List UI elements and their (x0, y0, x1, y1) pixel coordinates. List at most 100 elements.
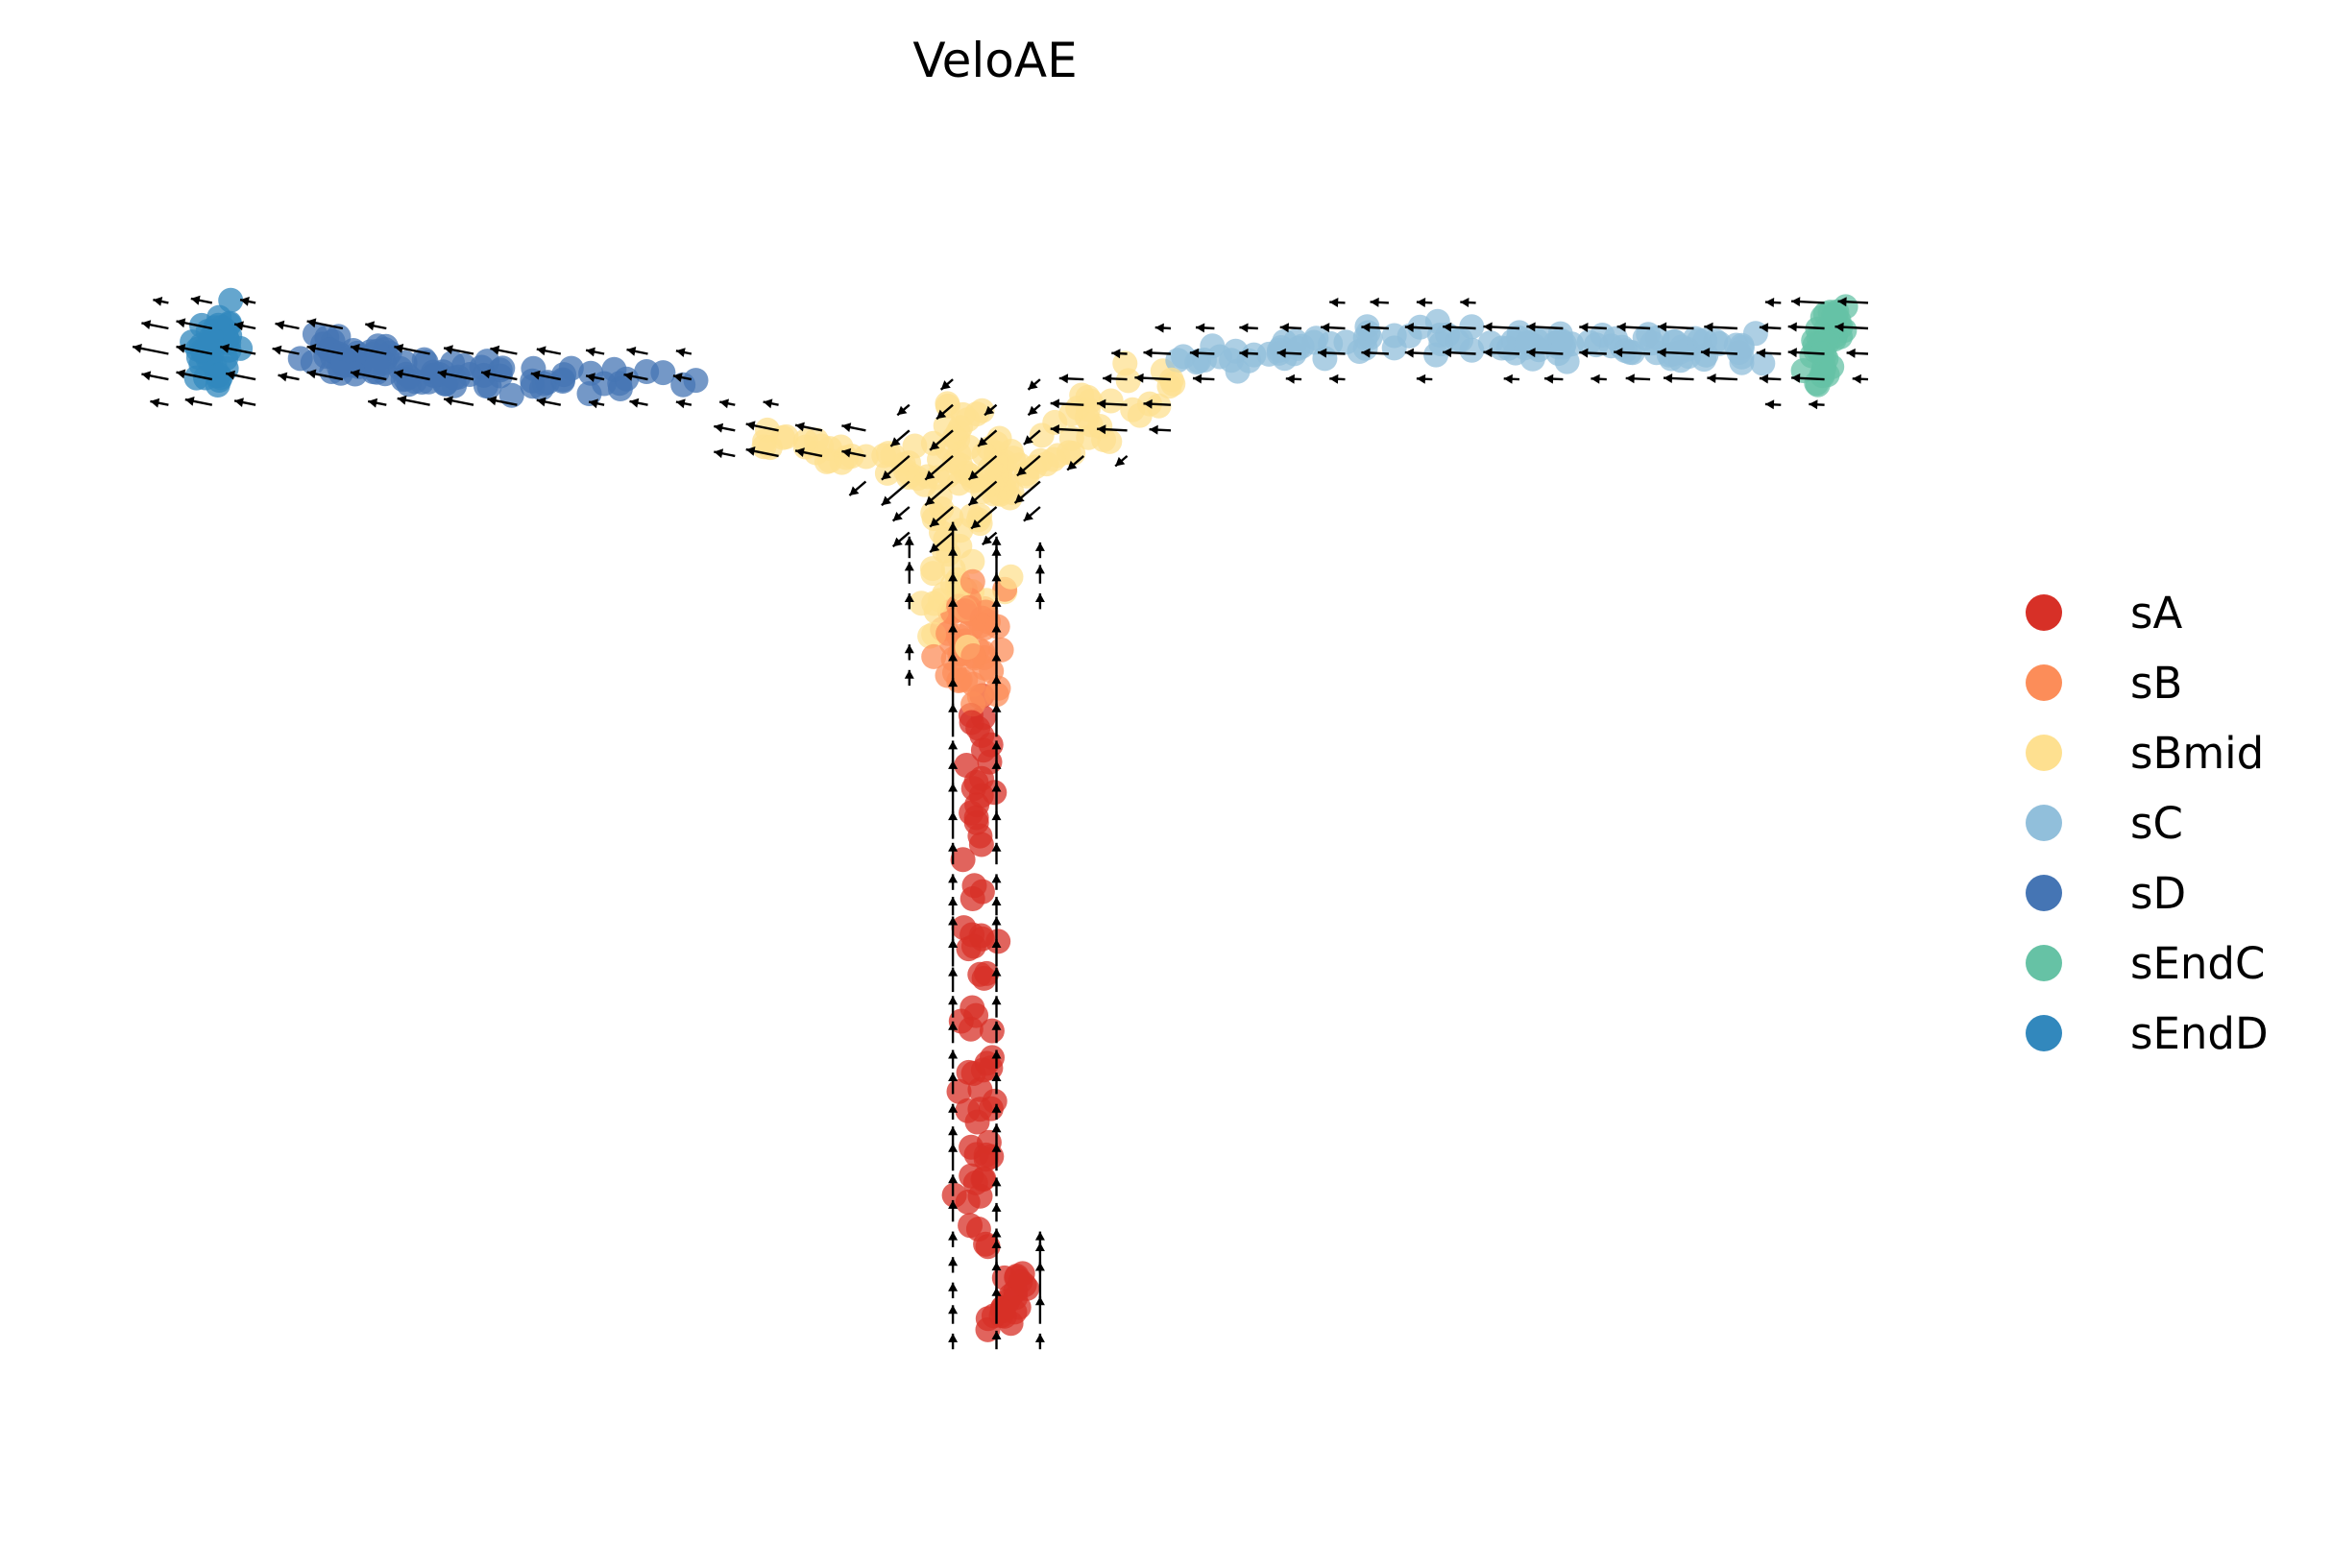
velocity-arrow-head (719, 398, 729, 409)
velocity-arrow-head (1134, 373, 1144, 383)
velocity-arrow-head (1361, 348, 1371, 358)
velocity-arrow-head (1700, 348, 1711, 358)
velocity-arrow-head (991, 536, 1002, 545)
data-point-sB (985, 675, 1011, 701)
velocity-arrow-head (629, 398, 640, 408)
velocity-arrow-head (1837, 297, 1847, 307)
velocity-arrow-head (1707, 374, 1716, 383)
data-point-sA (980, 1045, 1005, 1071)
velocity-arrow-head (948, 842, 959, 852)
data-point-sEndD (198, 325, 224, 350)
velocity-arrow-head (991, 1143, 1002, 1152)
velocity-arrow-head (1097, 398, 1106, 409)
velocity-arrow-head (1591, 374, 1600, 384)
velocity-arrow-head (991, 996, 1002, 1005)
velocity-arrow-head (1239, 349, 1249, 358)
legend-marker-sD (2026, 875, 2062, 911)
velocity-arrow-head (991, 1049, 1002, 1059)
data-point-sD (442, 373, 468, 398)
velocity-arrow-head (1034, 1296, 1045, 1306)
data-point-sBmid (895, 465, 921, 490)
data-point-sA (958, 1213, 984, 1239)
velocity-arrow-head (1034, 1231, 1045, 1241)
data-point-sA (969, 926, 995, 952)
velocity-arrow-head (150, 398, 160, 408)
data-point-sB (956, 594, 982, 620)
data-point-sC (1347, 339, 1372, 364)
velocity-arrow-head (1097, 424, 1106, 435)
legend-label-sBmid: sBmid (2130, 728, 2264, 779)
velocity-arrow-head (890, 437, 901, 446)
velocity-arrow-head (536, 397, 547, 407)
velocity-arrow-head (1143, 398, 1153, 409)
velocity-arrow-head (1023, 512, 1033, 521)
velocity-arrow-head (841, 447, 852, 458)
data-point-sEndC (1822, 301, 1848, 326)
velocity-arrow-head (1756, 348, 1766, 358)
velocity-arrow-head (530, 370, 541, 380)
velocity-arrow-head (675, 398, 686, 409)
data-point-sBmid (1160, 371, 1186, 397)
velocity-arrow-head (1443, 348, 1452, 358)
data-point-sBmid (935, 542, 961, 567)
data-point-sBmid (792, 428, 818, 454)
data-point-sA (956, 1059, 982, 1085)
data-point-sA (941, 1182, 967, 1208)
legend-marker-sBmid (2026, 735, 2062, 771)
velocity-arrow-head (991, 1103, 1002, 1113)
velocity-arrow-head (897, 405, 908, 416)
legend-label-sC: sC (2130, 798, 2183, 849)
velocity-arrow-head (1657, 348, 1666, 358)
data-point-sC (1165, 348, 1191, 374)
velocity-arrow-head (948, 1103, 959, 1113)
data-point-sC (1662, 329, 1688, 354)
velocity-arrow-head (351, 344, 360, 353)
velocity-arrow-head (948, 1257, 959, 1266)
velocity-arrow-head (1526, 348, 1536, 358)
velocity-arrow-head (1416, 298, 1426, 307)
data-point-sB (953, 666, 979, 692)
velocity-arrow-head (190, 295, 201, 305)
velocity-arrow-head (904, 593, 914, 602)
velocity-arrow-head (991, 1073, 1002, 1081)
data-point-sD (683, 368, 709, 394)
velocity-arrow-head (589, 398, 598, 409)
velocity-arrow-head (892, 512, 903, 521)
velocity-arrow-head (176, 318, 186, 328)
data-point-sC (1551, 331, 1577, 356)
velocity-arrow-head (904, 562, 914, 571)
velocity-arrow-head (272, 345, 282, 355)
velocity-arrow-head (991, 916, 1002, 926)
data-point-sA (991, 1265, 1017, 1291)
velocity-arrow-head (176, 369, 186, 379)
velocity-arrow-head (948, 996, 959, 1005)
data-point-sC (1729, 332, 1755, 358)
velocity-arrow-head (991, 939, 1002, 948)
data-point-sC (1397, 323, 1422, 349)
velocity-arrow-head (948, 1021, 959, 1030)
velocity-arrow-head (948, 874, 959, 883)
velocity-arrow-head (1579, 323, 1589, 332)
data-point-sBmid (960, 548, 985, 574)
velocity-arrow-head (930, 543, 940, 553)
data-point-sEndD (206, 304, 232, 330)
velocity-arrow-head (1285, 374, 1295, 384)
velocity-arrow-head (1329, 298, 1339, 307)
velocity-arrow-head (984, 405, 995, 416)
velocity-arrow-head (226, 370, 235, 380)
velocity-arrow-head (487, 396, 498, 406)
velocity-arrow-head (795, 447, 805, 457)
velocity-arrow-head (948, 1126, 959, 1136)
velocity-arrow-head (1791, 373, 1801, 383)
data-point-sC (1750, 350, 1776, 376)
velocity-arrow-head (904, 644, 914, 654)
velocity-arrow-head (948, 1282, 959, 1291)
velocity-arrow-head (991, 1330, 1002, 1339)
data-point-sBmid (757, 435, 783, 461)
velocity-arrow-head (930, 441, 940, 450)
velocity-arrow-head (444, 396, 453, 406)
velocity-arrow-head (1809, 399, 1818, 410)
velocity-arrow-head (1034, 565, 1045, 574)
velocity-arrow-head (1028, 380, 1038, 390)
data-point-sBmid (1029, 422, 1055, 448)
